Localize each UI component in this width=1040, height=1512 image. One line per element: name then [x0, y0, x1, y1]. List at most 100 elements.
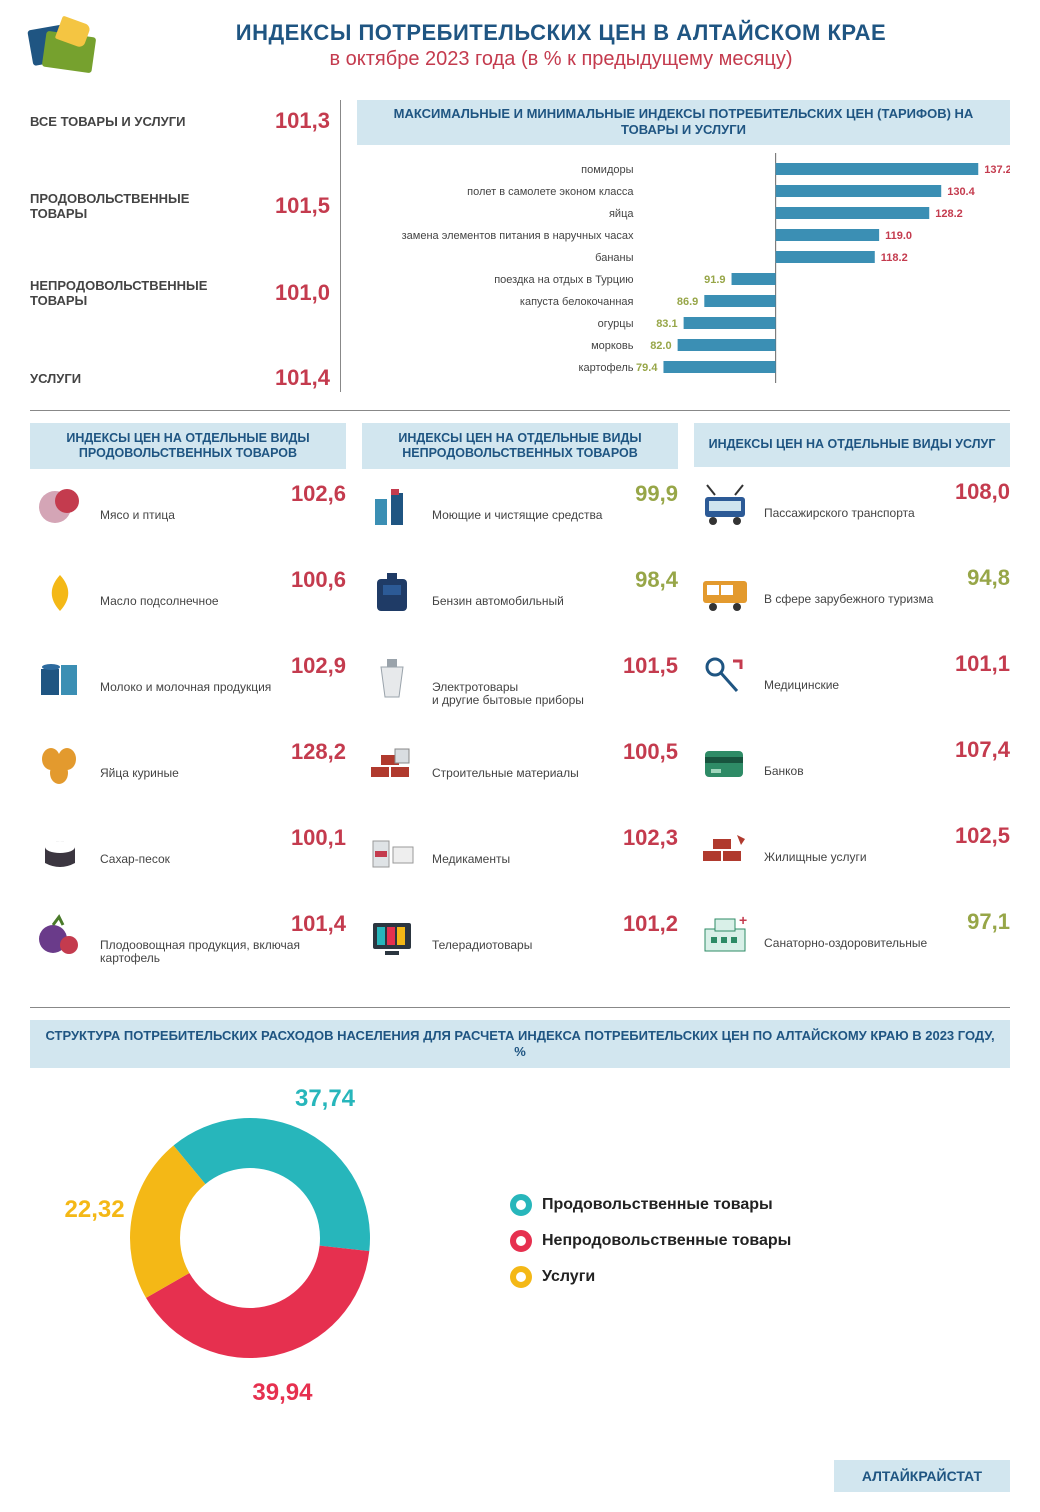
item-label: Яйца куриные	[100, 767, 346, 781]
price-item: 99,9 Моющие и чистящие средства	[362, 481, 678, 567]
item-label: Плодоовощная продукция, включая картофел…	[100, 939, 346, 967]
svg-text:79.4: 79.4	[636, 362, 658, 374]
hbar-chart-wrap: МАКСИМАЛЬНЫЕ И МИНИМАЛЬНЫЕ ИНДЕКСЫ ПОТРЕ…	[340, 100, 1010, 392]
price-item: 102,3 Медикаменты	[362, 825, 678, 911]
item-value: 101,5	[623, 653, 678, 679]
summary-item: ПРОДОВОЛЬСТВЕННЫЕ ТОВАРЫ101,5	[30, 191, 330, 221]
item-label: Медицинские	[764, 679, 1010, 693]
trolley-icon	[694, 479, 754, 529]
item-value: 101,4	[291, 911, 346, 937]
legend-item: Непродовольственные товары	[510, 1230, 990, 1252]
donut-value: 39,94	[252, 1379, 312, 1407]
meat-icon	[30, 481, 90, 531]
item-value: 102,3	[623, 825, 678, 851]
item-label: Молоко и молочная продукция	[100, 681, 346, 695]
item-label: Мясо и птица	[100, 509, 346, 523]
item-label: Санаторно-оздоровительные	[764, 937, 1010, 951]
svg-text:картофель: картофель	[578, 362, 633, 374]
header: ИНДЕКСЫ ПОТРЕБИТЕЛЬСКИХ ЦЕН В АЛТАЙСКОМ …	[30, 20, 1010, 80]
item-label: Моющие и чистящие средства	[432, 509, 678, 523]
svg-text:86.9: 86.9	[677, 296, 698, 308]
price-item: 101,5Электротоварыи другие бытовые прибо…	[362, 653, 678, 739]
col-services-title: ИНДЕКСЫ ЦЕН НА ОТДЕЛЬНЫЕ ВИДЫ УСЛУГ	[694, 423, 1010, 467]
donut-chart	[50, 1088, 480, 1388]
legend-label: Продовольственные товары	[542, 1196, 773, 1214]
item-value: 94,8	[967, 565, 1010, 591]
item-label: Масло подсолнечное	[100, 595, 346, 609]
item-value: 101,2	[623, 911, 678, 937]
item-value: 102,6	[291, 481, 346, 507]
price-item: +97,1 Санаторно-оздоровительные	[694, 909, 1010, 995]
item-value: 128,2	[291, 739, 346, 765]
donut-value: 37,74	[295, 1085, 355, 1113]
summary-label: УСЛУГИ	[30, 371, 81, 386]
price-item: 101,1Медицинские	[694, 651, 1010, 737]
hbar-chart: помидоры 137.2 полет в самолете эконом кла…	[357, 145, 1010, 387]
item-value: 99,9	[635, 481, 678, 507]
price-item: 100,5Строительные материалы	[362, 739, 678, 825]
svg-text:полет в самолете эконом класса: полет в самолете эконом класса	[467, 186, 634, 198]
svg-text:+: +	[739, 912, 747, 928]
summary-item: УСЛУГИ101,4	[30, 365, 330, 391]
price-item: 101,4Плодоовощная продукция, включая кар…	[30, 911, 346, 997]
svg-text:морковь: морковь	[591, 340, 634, 352]
price-item: 107,4Банков	[694, 737, 1010, 823]
svg-text:яйца: яйца	[609, 208, 634, 220]
svg-text:83.1: 83.1	[656, 318, 677, 330]
summary-item: НЕПРОДОВОЛЬСТВЕННЫЕ ТОВАРЫ101,0	[30, 278, 330, 308]
svg-text:капуста белокочанная: капуста белокочанная	[520, 296, 634, 308]
veg-icon	[30, 911, 90, 961]
item-label: Пассажирского транспорта	[764, 507, 1010, 521]
price-item: 108,0 Пассажирского транспорта	[694, 479, 1010, 565]
hbar-title: МАКСИМАЛЬНЫЕ И МИНИМАЛЬНЫЕ ИНДЕКСЫ ПОТРЕ…	[357, 100, 1010, 145]
price-item: 102,5Жилищные услуги	[694, 823, 1010, 909]
svg-text:замена элементов питания в нар: замена элементов питания в наручных часа…	[402, 230, 634, 242]
item-value: 97,1	[967, 909, 1010, 935]
svg-text:118.2: 118.2	[881, 252, 908, 264]
price-item: 128,2 Яйца куриные	[30, 739, 346, 825]
svg-text:помидоры: помидоры	[581, 164, 633, 176]
sugar-icon	[30, 825, 90, 875]
item-label: Медикаменты	[432, 853, 678, 867]
page-subtitle: в октябре 2023 года (в % к предыдущему м…	[112, 48, 1010, 71]
svg-text:поездка на отдых в Турцию: поездка на отдых в Турцию	[494, 274, 633, 286]
tv-icon	[362, 911, 422, 961]
legend-label: Услуги	[542, 1268, 595, 1286]
svg-text:130.4: 130.4	[947, 186, 975, 198]
item-value: 100,1	[291, 825, 346, 851]
sanatorium-icon: +	[694, 909, 754, 959]
bus-icon	[694, 565, 754, 615]
title-block: ИНДЕКСЫ ПОТРЕБИТЕЛЬСКИХ ЦЕН В АЛТАЙСКОМ …	[112, 20, 1010, 71]
summary-value: 101,5	[275, 193, 330, 219]
col-nonfood: ИНДЕКСЫ ЦЕН НА ОТДЕЛЬНЫЕ ВИДЫ НЕПРОДОВОЛ…	[362, 423, 678, 997]
item-value: 108,0	[955, 479, 1010, 505]
col-services-items: 108,0 Пассажирского транспорта 94,8 В сфере…	[694, 479, 1010, 995]
price-item: 102,6 Мясо и птица	[30, 481, 346, 567]
svg-text:119.0: 119.0	[885, 230, 912, 242]
legend-item: Услуги	[510, 1266, 990, 1288]
col-nonfood-title: ИНДЕКСЫ ЦЕН НА ОТДЕЛЬНЫЕ ВИДЫ НЕПРОДОВОЛ…	[362, 423, 678, 469]
milk-icon	[30, 653, 90, 703]
item-label: Банков	[764, 765, 1010, 779]
price-item: 98,4Бензин автомобильный	[362, 567, 678, 653]
svg-text:128.2: 128.2	[935, 208, 963, 220]
summary-item: ВСЕ ТОВАРЫ И УСЛУГИ101,3	[30, 108, 330, 134]
svg-text:82.0: 82.0	[650, 340, 671, 352]
donut-title: СТРУКТУРА ПОТРЕБИТЕЛЬСКИХ РАСХОДОВ НАСЕЛ…	[30, 1020, 1010, 1069]
svg-text:137.2: 137.2	[984, 164, 1010, 176]
item-label: Телерадиотовары	[432, 939, 678, 953]
donut-area: 37,7439,9422,32 Продовольственные товары…	[30, 1068, 1010, 1403]
three-columns: ИНДЕКСЫ ЦЕН НА ОТДЕЛЬНЫЕ ВИДЫ ПРОДОВОЛЬС…	[30, 423, 1010, 997]
svg-text:91.9: 91.9	[704, 274, 725, 286]
col-food: ИНДЕКСЫ ЦЕН НА ОТДЕЛЬНЫЕ ВИДЫ ПРОДОВОЛЬС…	[30, 423, 346, 997]
legend-item: Продовольственные товары	[510, 1194, 990, 1216]
page-title: ИНДЕКСЫ ПОТРЕБИТЕЛЬСКИХ ЦЕН В АЛТАЙСКОМ …	[112, 20, 1010, 46]
footer-badge: АЛТАЙКРАЙСТАТ	[834, 1460, 1010, 1492]
svg-text:огурцы: огурцы	[598, 318, 634, 330]
price-item: 94,8 В сфере зарубежного туризма	[694, 565, 1010, 651]
price-item: 101,2 Телерадиотовары	[362, 911, 678, 997]
item-label: В сфере зарубежного туризма	[764, 593, 1010, 607]
price-item: 100,1Сахар-песок	[30, 825, 346, 911]
oil-icon	[30, 567, 90, 617]
summary-value: 101,0	[275, 280, 330, 306]
